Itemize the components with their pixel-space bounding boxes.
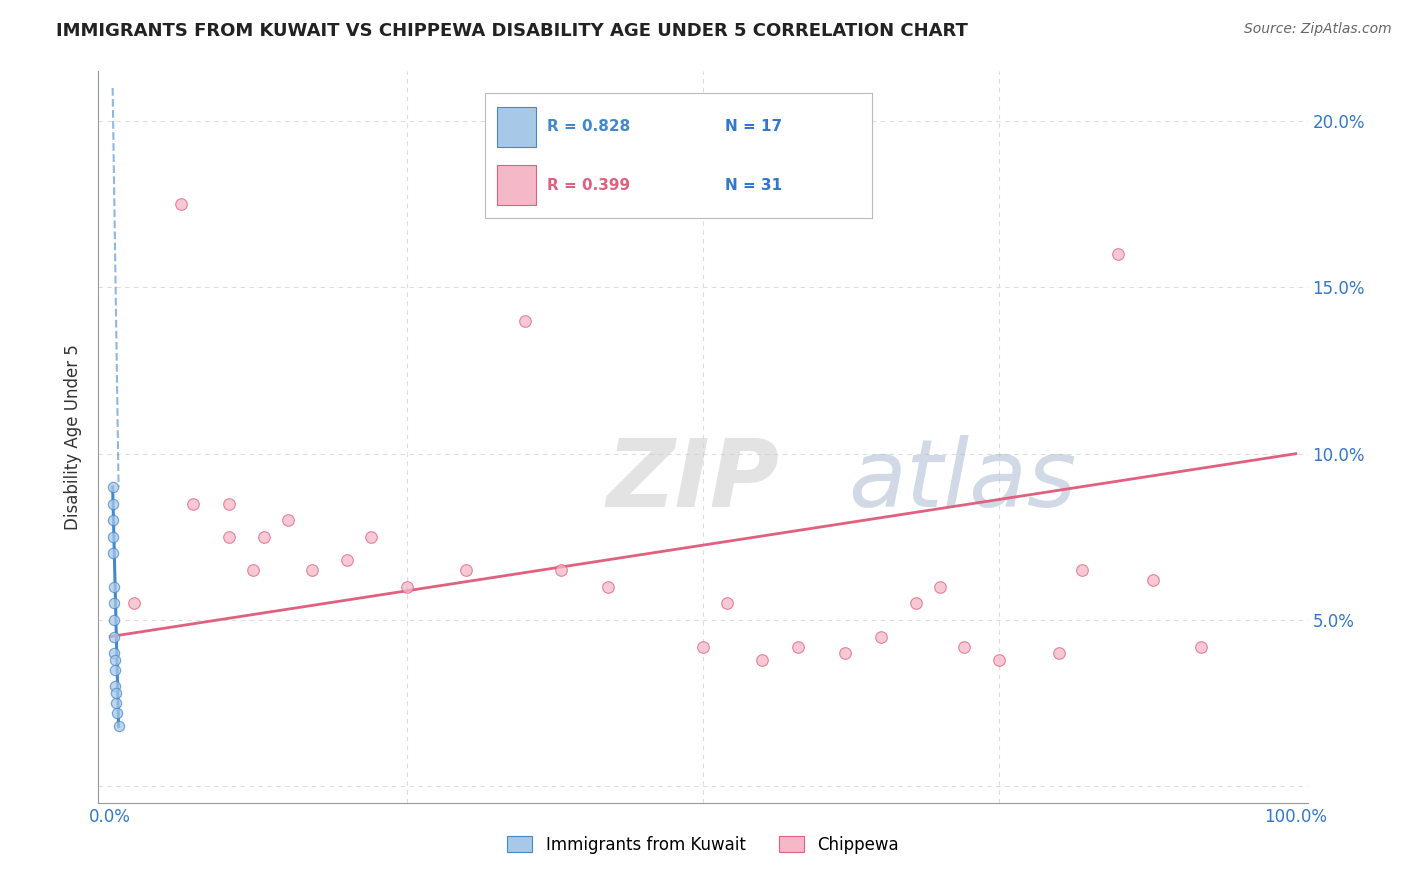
Point [107,719,129,733]
Point [905,596,928,610]
Point [360,530,382,544]
Point [104,663,127,677]
Point [101,480,124,494]
Point [1189,640,1212,654]
Text: IMMIGRANTS FROM KUWAIT VS CHIPPEWA DISABILITY AGE UNDER 5 CORRELATION CHART: IMMIGRANTS FROM KUWAIT VS CHIPPEWA DISAB… [56,22,969,40]
Point [988,653,1011,667]
Point [170,197,193,211]
Point [515,314,537,328]
Point [104,680,127,694]
Point [1142,573,1164,587]
Point [101,497,124,511]
Point [395,580,418,594]
Point [1071,563,1094,577]
Point [786,640,808,654]
Point [952,640,974,654]
Point [101,513,124,527]
Point [1107,247,1129,261]
Point [103,646,125,660]
Point [105,686,128,700]
Point [103,596,125,610]
Point [103,630,125,644]
Point [277,513,299,527]
Point [104,653,127,667]
Point [716,596,738,610]
Point [1047,646,1070,660]
Point [242,563,264,577]
Point [101,546,124,560]
Point [598,580,620,594]
Text: ZIP: ZIP [606,435,779,527]
Point [101,530,124,544]
Text: atlas: atlas [848,435,1077,526]
Text: Source: ZipAtlas.com: Source: ZipAtlas.com [1244,22,1392,37]
Point [692,640,714,654]
Point [103,613,125,627]
Legend: Immigrants from Kuwait, Chippewa: Immigrants from Kuwait, Chippewa [501,829,905,860]
Point [550,563,572,577]
Point [253,530,276,544]
Point [105,706,128,720]
Point [454,563,477,577]
Point [218,530,240,544]
Point [218,497,240,511]
Point [834,646,856,660]
Point [929,580,952,594]
Point [103,580,125,594]
Point [105,696,128,710]
Point [181,497,204,511]
Point [122,596,145,610]
Point [301,563,323,577]
Point [869,630,891,644]
Point [336,553,359,567]
Y-axis label: Disability Age Under 5: Disability Age Under 5 [65,344,83,530]
Point [751,653,773,667]
